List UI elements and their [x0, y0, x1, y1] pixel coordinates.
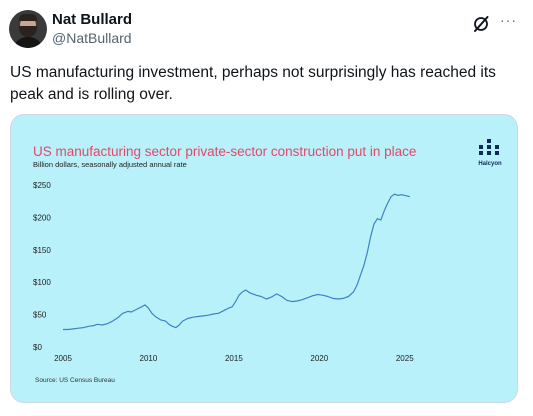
chart-subtitle: Billion dollars, seasonally adjusted ann… — [33, 160, 187, 169]
y-tick-label: $200 — [33, 213, 51, 222]
avatar[interactable] — [9, 10, 47, 48]
grok-slash-circle-icon[interactable] — [472, 15, 490, 33]
y-tick-label: $0 — [33, 343, 42, 352]
x-tick-label: 2005 — [54, 354, 72, 363]
x-tick-label: 2015 — [225, 354, 243, 363]
avatar-beard-shape — [19, 26, 37, 37]
more-horizontal-icon[interactable]: ··· — [500, 12, 517, 28]
y-tick-label: $150 — [33, 246, 51, 255]
x-tick-label: 2020 — [310, 354, 328, 363]
author-name[interactable]: Nat Bullard — [52, 11, 133, 28]
series-line — [63, 193, 411, 331]
logo-label: Halcyon — [478, 161, 502, 167]
x-tick-label: 2010 — [140, 354, 158, 363]
chart-plot: $0 $50 $100 $150 $200 $250 2005 2010 2015 2020 202… — [33, 181, 414, 363]
author-handle[interactable]: @NatBullard — [52, 30, 132, 46]
y-tick-label: $100 — [33, 278, 51, 287]
tweet-text: US manufacturing investment, perhaps not… — [10, 64, 496, 103]
x-tick-label: 2025 — [396, 354, 414, 363]
y-tick-label: $250 — [33, 181, 51, 190]
y-tick-label: $50 — [33, 311, 47, 320]
chart-title: US manufacturing sector private-sector c… — [33, 144, 417, 159]
avatar-hair-shape — [19, 14, 37, 21]
halcyon-logo — [479, 139, 499, 155]
chart-source: Source: US Census Bureau — [35, 377, 115, 384]
avatar-body-shape — [13, 37, 43, 48]
tweet-media-chart[interactable]: US manufacturing sector private-sector c… — [10, 114, 518, 403]
